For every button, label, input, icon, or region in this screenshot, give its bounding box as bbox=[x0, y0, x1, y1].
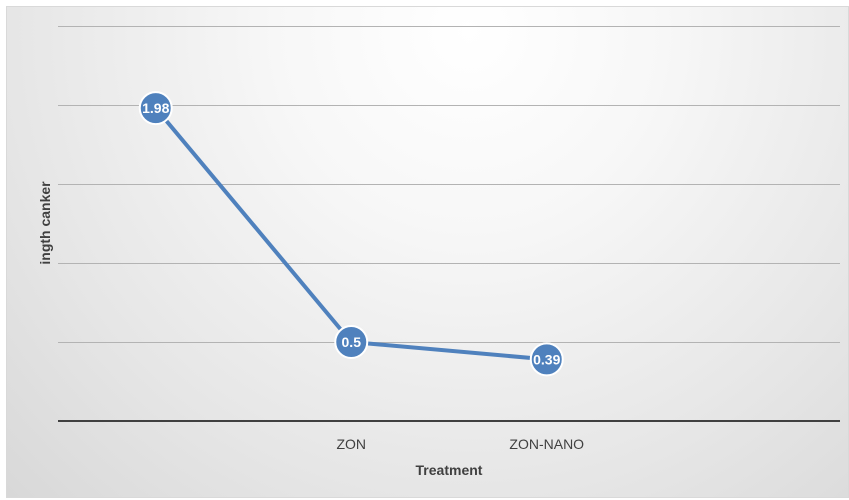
data-point-marker bbox=[529, 342, 564, 377]
data-label: 1.98 bbox=[142, 100, 169, 116]
data-label: 0.39 bbox=[533, 351, 560, 367]
x-tick-label: ZON-NANO bbox=[509, 436, 584, 452]
data-label: 0.5 bbox=[342, 334, 362, 350]
series-layer: 1.98 0.5 0.39 bbox=[138, 91, 564, 377]
chart-area bbox=[6, 6, 849, 498]
data-point-marker bbox=[138, 91, 173, 126]
data-point-marker bbox=[334, 325, 369, 359]
y-axis-title: ingth canker bbox=[37, 181, 53, 265]
x-axis-title: Treatment bbox=[416, 462, 483, 478]
x-tick-labels: ZON ZON-NANO bbox=[336, 436, 584, 452]
gridlines bbox=[58, 26, 840, 343]
x-tick-label: ZON bbox=[336, 436, 366, 452]
series-line bbox=[154, 106, 547, 362]
